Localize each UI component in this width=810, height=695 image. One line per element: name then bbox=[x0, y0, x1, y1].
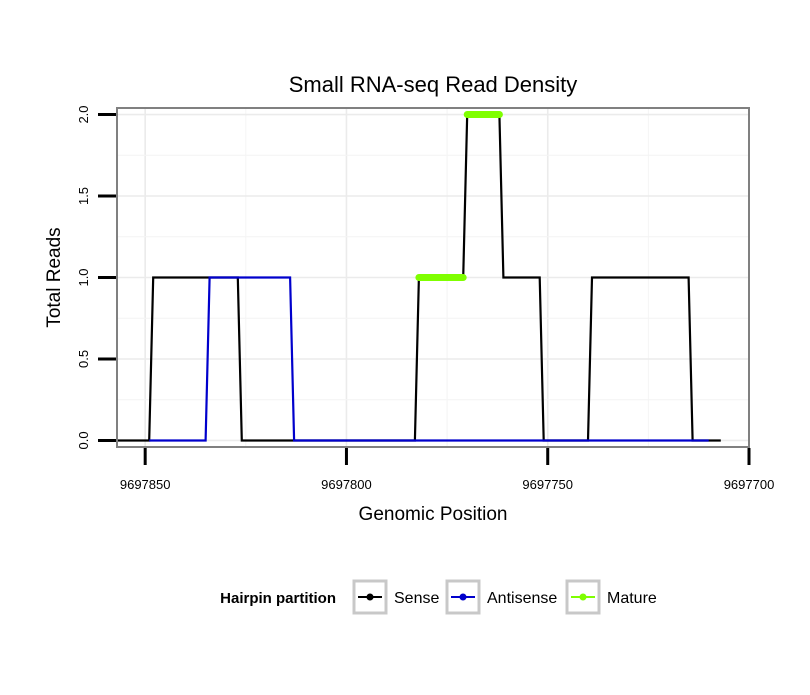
series-layer bbox=[117, 111, 721, 442]
axes: 9697850 9697800 9697750 9697700 0.0 0.5 1.0 1.5… bbox=[76, 105, 774, 492]
legend-label: Antisense bbox=[487, 590, 557, 607]
legend: Hairpin partition Sense Antisense Mature bbox=[220, 579, 657, 615]
chart-title: Small RNA-seq Read Density bbox=[289, 72, 578, 97]
legend-item-mature: Mature bbox=[565, 579, 657, 615]
y-tick-label: 2.0 bbox=[76, 105, 91, 123]
x-tick-label: 9697750 bbox=[522, 477, 573, 492]
x-tick-label: 9697800 bbox=[321, 477, 372, 492]
y-tick-label: 0.0 bbox=[76, 431, 91, 449]
x-tick-label: 9697700 bbox=[724, 477, 775, 492]
legend-label: Sense bbox=[394, 590, 439, 607]
y-tick-label: 1.5 bbox=[76, 187, 91, 205]
y-tick-label: 1.0 bbox=[76, 268, 91, 286]
legend-items: Sense Antisense Mature bbox=[352, 579, 657, 615]
legend-title: Hairpin partition bbox=[220, 590, 336, 607]
series-antisense-line bbox=[149, 276, 709, 442]
legend-key-dot bbox=[579, 593, 587, 601]
x-axis-title: Genomic Position bbox=[359, 504, 508, 525]
legend-label: Mature bbox=[607, 590, 657, 607]
plot-border bbox=[116, 107, 750, 448]
x-tick-label: 9697850 bbox=[120, 477, 171, 492]
legend-item-sense: Sense bbox=[352, 579, 439, 615]
y-axis-title: Total Reads bbox=[44, 227, 65, 327]
legend-item-antisense: Antisense bbox=[445, 579, 557, 615]
legend-key-dot bbox=[366, 593, 374, 601]
legend-key-dot bbox=[459, 593, 467, 601]
y-tick-label: 0.5 bbox=[76, 350, 91, 368]
